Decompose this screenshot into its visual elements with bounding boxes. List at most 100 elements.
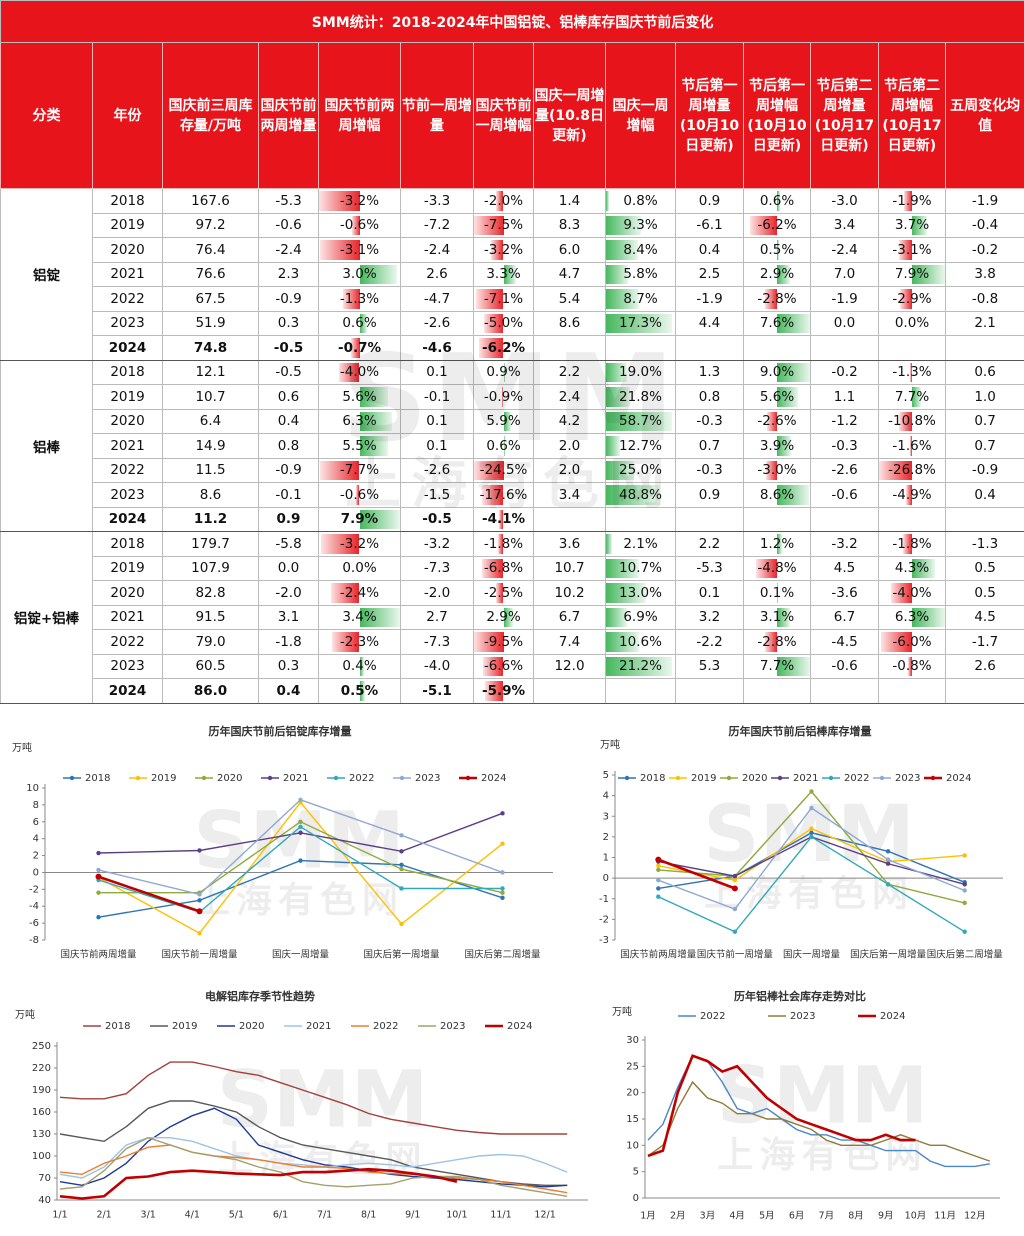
cell-text: 1.0 (974, 388, 996, 405)
cell-text: 5.4 (558, 290, 581, 307)
data-bar (338, 362, 360, 382)
data-bar (750, 215, 777, 235)
cell-text: -7.3 (423, 633, 451, 650)
legend-marker (333, 775, 339, 781)
y-tick-label: 4 (33, 834, 39, 845)
cell-text: -6.2% (481, 339, 526, 356)
data-row: 2021 91.5 3.1 3.4% 2.7 2.9% 6.7 6.9% 3.2 3.1% 6.7 6… (1, 604, 1024, 630)
cell: -24.5% (473, 457, 534, 483)
legend-label: 2022 (700, 1011, 725, 1022)
cell-text: -26.8% (888, 462, 936, 479)
cell-text: 0.8 (277, 437, 300, 454)
cell-text: 9.3% (623, 217, 658, 234)
cell-text: -7.5% (483, 217, 524, 234)
cell: 12.1 (162, 359, 259, 385)
cell: -7.5% (473, 212, 534, 238)
cell: 0.9 (258, 506, 319, 532)
point (500, 895, 505, 900)
legend-marker (201, 775, 207, 781)
cell-text: -0.6 (275, 217, 302, 234)
cell: 0.0% (318, 555, 401, 581)
data-row: 2023 51.9 0.3 0.6% -2.6 -5.0% 8.6 17.3% 4.4 7.6% 0… (1, 310, 1024, 336)
cell-text: -2.2 (696, 633, 723, 650)
data-row: 2024 86.0 0.4 0.5% -5.1 -5.9% (1, 678, 1024, 704)
cell-text: -10.8% (888, 413, 936, 430)
cell: 2024 (92, 678, 163, 704)
cell: -6.0% (878, 629, 946, 655)
cell: 82.8 (162, 580, 259, 606)
cell-text: -0.6% (339, 486, 380, 503)
point (655, 856, 662, 863)
cell: 3.2 (675, 604, 744, 630)
cell: -4.0% (878, 580, 946, 606)
cell: 2024 (92, 506, 163, 532)
point (656, 894, 661, 899)
cell: 2.6 (944, 653, 1024, 679)
cell-text: 3.4 (833, 217, 856, 234)
point (298, 858, 303, 863)
cell: 6.7 (533, 604, 606, 630)
y-tick-label: 8 (33, 800, 39, 811)
cell-text: 3.8 (974, 266, 996, 283)
point (96, 850, 101, 856)
cell: -5.3 (675, 555, 744, 581)
point (298, 797, 303, 803)
empty-cell (743, 506, 811, 532)
series-line (59, 1107, 568, 1188)
point (96, 867, 101, 873)
cell: -7.3 (400, 555, 474, 581)
cell: -0.5 (400, 506, 474, 532)
cell: 0.6 (258, 384, 319, 410)
x-tick-label: 国庆后第一周增量 (363, 949, 440, 961)
watermark-logo: SMM (193, 796, 404, 886)
cell: 12.0 (533, 653, 606, 679)
cell: -0.6 (810, 482, 879, 508)
data-bar (899, 289, 912, 309)
cell: 2.5 (675, 261, 744, 287)
cell-text: -0.5 (273, 339, 304, 356)
data-bar (899, 240, 912, 260)
cell-text: 9.0% (759, 364, 795, 381)
x-tick-label: 6/1 (273, 1210, 288, 1221)
cell: 6.7 (810, 604, 879, 630)
cell: 0.5% (743, 237, 811, 263)
chart-title: 历年铝棒社会库存走势对比 (734, 989, 866, 1003)
y-tick-label: -2 (29, 884, 39, 895)
data-bar (359, 387, 389, 407)
cell-text: 82.8 (195, 584, 226, 601)
cell: 2.2 (675, 531, 744, 557)
cell: 0.0% (878, 310, 946, 336)
legend-label: 2024 (946, 773, 971, 784)
cell-text: -0.3 (696, 462, 723, 479)
cell: 2019 (92, 212, 163, 238)
cell: -2.6 (810, 457, 879, 483)
cell-text: 179.7 (191, 535, 230, 552)
cell: 60.5 (162, 653, 259, 679)
y-tick-label: 3 (603, 811, 609, 822)
point (197, 848, 202, 853)
table-title: SMM统计：2018-2024年中国铝锭、铝棒库存国庆节前后变化 (0, 0, 1024, 43)
data-bar (356, 485, 360, 505)
cell-text: -0.5 (422, 511, 452, 528)
cell-text: 5.6% (342, 388, 377, 405)
cell: 12.7% (605, 433, 676, 459)
data-bar (879, 460, 912, 480)
cell: 2021 (92, 433, 163, 459)
cell-text: 5.6% (759, 388, 795, 405)
empty-cell (533, 678, 606, 704)
cell-text: -1.8 (275, 633, 302, 650)
cell-text: -1.8% (483, 535, 524, 552)
point (399, 833, 404, 838)
cell: 3.3% (473, 261, 534, 287)
cell: 0.1 (675, 580, 744, 606)
data-bar (359, 264, 398, 284)
cell: 7.7% (878, 384, 946, 410)
legend-label: 2020 (239, 1021, 264, 1032)
legend-label: 2021 (306, 1021, 331, 1032)
cell: -1.3% (318, 286, 401, 312)
legend-label: 2024 (880, 1011, 905, 1022)
cell: 51.9 (162, 310, 259, 336)
cell-text: -2.6 (831, 462, 858, 479)
x-tick-label: 6月 (789, 1211, 805, 1222)
cell: -2.2 (675, 629, 744, 655)
